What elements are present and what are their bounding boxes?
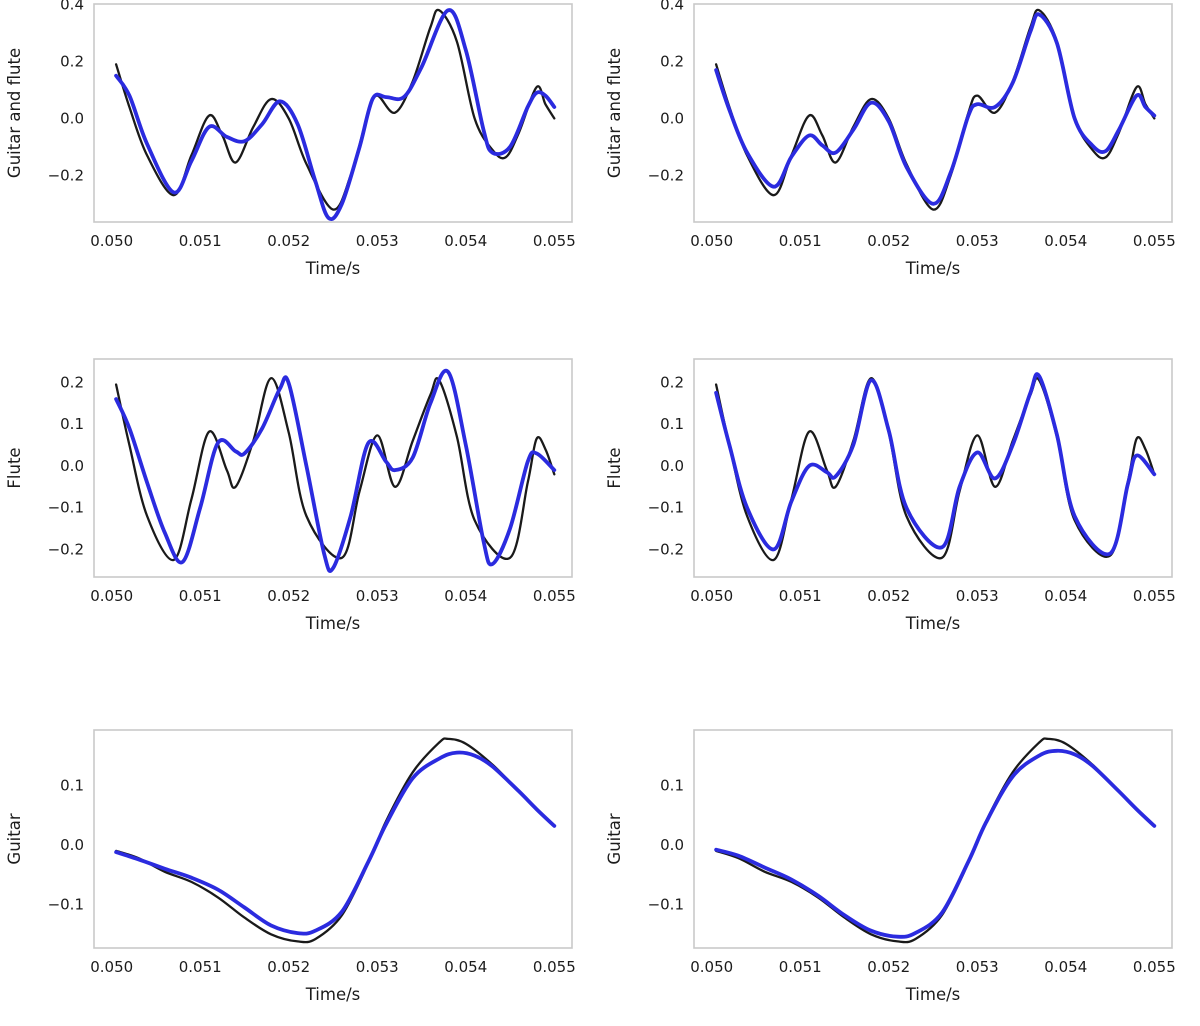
x-tick-label: 0.055 — [1133, 958, 1176, 976]
x-tick-label: 0.052 — [267, 232, 310, 250]
plot-frame — [693, 358, 1173, 578]
y-tick-label: 0.1 — [660, 415, 684, 433]
y-tick-label: −0.1 — [648, 896, 684, 914]
y-tick-label: 0.1 — [660, 776, 684, 794]
x-tick-label: 0.050 — [690, 958, 733, 976]
y-tick-label: −0.2 — [648, 540, 684, 558]
y-tick-label: −0.2 — [648, 166, 684, 184]
x-tick-label: 0.050 — [90, 232, 133, 250]
x-tick-label: 0.050 — [90, 587, 133, 605]
x-tick-label: 0.054 — [1044, 587, 1087, 605]
x-tick-label: 0.050 — [90, 958, 133, 976]
x-tick-label: 0.053 — [956, 232, 999, 250]
subplot-flute-left: 0.2 0.1 0.0 −0.1 −0.2 0.050 0.051 0.052 0.053 0.0… — [0, 355, 600, 710]
x-tick-label: 0.051 — [179, 958, 222, 976]
y-tick-label: 0.2 — [660, 52, 684, 70]
y-tick-label: 0.1 — [60, 776, 84, 794]
y-tick-label: 0.0 — [60, 836, 84, 854]
y-tick-label: 0.4 — [60, 0, 84, 14]
subplot-guitar-right: 0.1 0.0 −0.1 0.050 0.051 0.052 0.053 0.054 0.055… — [600, 710, 1200, 1013]
x-tick-label: 0.055 — [533, 587, 576, 605]
x-tick-label: 0.054 — [444, 232, 487, 250]
plot-canvas-middle-left: 0.2 0.1 0.0 −0.1 −0.2 0.050 0.051 0.052 0.053 0.0… — [5, 358, 576, 633]
x-tick-label: 0.052 — [867, 958, 910, 976]
plot-frame — [93, 358, 573, 578]
estimate-line — [114, 750, 557, 936]
x-tick-label: 0.055 — [533, 232, 576, 250]
x-tick-label: 0.053 — [356, 958, 399, 976]
x-tick-label: 0.053 — [956, 958, 999, 976]
x-tick-label: 0.052 — [267, 587, 310, 605]
y-tick-label: 0.1 — [60, 415, 84, 433]
x-tick-label: 0.055 — [1133, 232, 1176, 250]
subplot-mixture-right: 0.4 0.2 0.0 −0.2 0.050 0.051 0.052 0.053 0.054 0.… — [600, 0, 1200, 355]
x-axis-label: Time/s — [305, 614, 361, 633]
x-tick-label: 0.051 — [779, 232, 822, 250]
y-tick-label: 0.0 — [60, 457, 84, 475]
x-tick-label: 0.055 — [1133, 587, 1176, 605]
y-tick-label: 0.0 — [660, 109, 684, 127]
y-tick-label: −0.1 — [48, 896, 84, 914]
plot-canvas-bottom-left: 0.1 0.0 −0.1 0.050 0.051 0.052 0.053 0.054 0.055… — [5, 729, 576, 1004]
y-axis-label: Guitar and flute — [5, 48, 24, 178]
x-tick-label: 0.055 — [533, 958, 576, 976]
y-tick-label: 0.2 — [660, 373, 684, 391]
estimate-line — [114, 368, 557, 573]
plot-canvas-middle-right: 0.2 0.1 0.0 −0.1 −0.2 0.050 0.051 0.052 0.053 0.0… — [605, 358, 1176, 633]
estimate-line — [114, 8, 557, 221]
y-tick-label: 0.2 — [60, 52, 84, 70]
y-tick-label: 0.0 — [660, 836, 684, 854]
x-tick-label: 0.054 — [444, 587, 487, 605]
y-axis-label: Guitar — [605, 813, 624, 864]
x-tick-label: 0.052 — [267, 958, 310, 976]
y-tick-label: −0.2 — [48, 540, 84, 558]
y-tick-label: 0.2 — [60, 373, 84, 391]
x-axis-label: Time/s — [305, 985, 361, 1004]
x-tick-label: 0.051 — [179, 232, 222, 250]
estimate-line — [714, 748, 1157, 939]
y-tick-label: 0.4 — [660, 0, 684, 14]
x-tick-label: 0.053 — [956, 587, 999, 605]
plot-canvas-bottom-right: 0.1 0.0 −0.1 0.050 0.051 0.052 0.053 0.054 0.055… — [605, 729, 1176, 1004]
y-tick-label: 0.0 — [60, 109, 84, 127]
x-axis-label: Time/s — [905, 614, 961, 633]
plot-canvas-top-left: 0.4 0.2 0.0 −0.2 0.050 0.051 0.052 0.053 0.054 0.… — [5, 0, 576, 278]
x-tick-label: 0.053 — [356, 587, 399, 605]
x-tick-label: 0.050 — [690, 232, 733, 250]
target-line — [114, 377, 556, 562]
x-tick-label: 0.052 — [867, 587, 910, 605]
y-tick-label: −0.2 — [48, 166, 84, 184]
x-tick-label: 0.051 — [779, 958, 822, 976]
y-tick-label: −0.1 — [48, 499, 84, 517]
estimate-line — [714, 372, 1157, 557]
y-tick-label: 0.0 — [660, 457, 684, 475]
y-axis-label: Flute — [5, 447, 24, 488]
y-axis-label: Guitar and flute — [605, 48, 624, 178]
x-axis-label: Time/s — [305, 259, 361, 278]
plot-canvas-top-right: 0.4 0.2 0.0 −0.2 0.050 0.051 0.052 0.053 0.054 0.… — [605, 0, 1176, 278]
plot-frame — [693, 729, 1173, 949]
x-tick-label: 0.053 — [356, 232, 399, 250]
plot-frame — [93, 3, 573, 223]
subplot-flute-right: 0.2 0.1 0.0 −0.1 −0.2 0.050 0.051 0.052 0.053 0.0… — [600, 355, 1200, 710]
x-tick-label: 0.050 — [690, 587, 733, 605]
subplot-mixture-left: 0.4 0.2 0.0 −0.2 0.050 0.051 0.052 0.053 0.054 0.… — [0, 0, 600, 355]
y-tick-label: −0.1 — [648, 499, 684, 517]
x-tick-label: 0.054 — [444, 958, 487, 976]
x-tick-label: 0.051 — [779, 587, 822, 605]
subplot-guitar-left: 0.1 0.0 −0.1 0.050 0.051 0.052 0.053 0.054 0.055… — [0, 710, 600, 1013]
x-tick-label: 0.051 — [179, 587, 222, 605]
y-axis-label: Guitar — [5, 813, 24, 864]
estimate-line — [714, 12, 1157, 206]
x-axis-label: Time/s — [905, 985, 961, 1004]
x-tick-label: 0.054 — [1044, 232, 1087, 250]
x-axis-label: Time/s — [905, 259, 961, 278]
y-axis-label: Flute — [605, 447, 624, 488]
x-tick-label: 0.054 — [1044, 958, 1087, 976]
x-tick-label: 0.052 — [867, 232, 910, 250]
plot-frame — [93, 729, 573, 949]
